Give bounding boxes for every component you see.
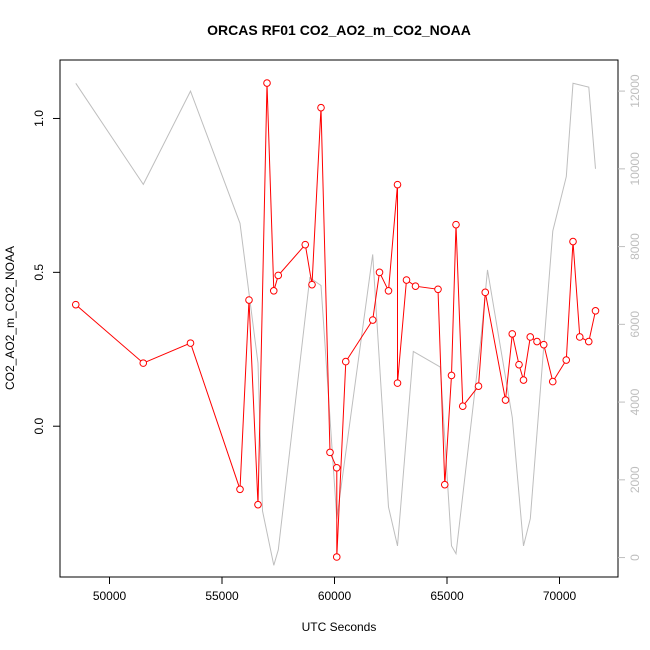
data-point	[341, 357, 350, 366]
data-point	[263, 79, 271, 87]
data-point	[269, 287, 278, 295]
data-point	[274, 271, 283, 280]
y2-tick-label: 10000	[628, 152, 642, 186]
data-point	[539, 340, 548, 349]
data-point	[375, 268, 384, 277]
plot-frame	[59, 59, 619, 578]
y2-tick-label: 12000	[628, 74, 642, 108]
x-tick-label: 50000	[93, 589, 127, 603]
x-axis: 50000 55000 60000 65000 70000	[93, 577, 577, 603]
data-point	[519, 376, 528, 384]
data-point	[245, 296, 253, 304]
data-point	[474, 382, 483, 391]
data-point	[402, 276, 411, 284]
data-point	[186, 339, 195, 347]
data-point	[548, 377, 557, 386]
data-point	[575, 333, 584, 341]
data-point	[508, 330, 517, 338]
data-point	[569, 237, 577, 246]
y2-tick-label: 4000	[628, 388, 642, 415]
y2-tick-label: 2000	[628, 466, 642, 493]
data-point	[236, 485, 244, 494]
data-point	[526, 333, 535, 341]
y-axis-label: CO2_AO2_m_CO2_NOAA	[3, 246, 17, 390]
primary-series-line	[75, 83, 596, 558]
data-point	[384, 287, 393, 295]
data-point	[393, 180, 402, 189]
data-point	[481, 288, 490, 297]
data-point	[326, 448, 334, 457]
x-tick-label: 60000	[318, 589, 352, 603]
data-point	[458, 402, 467, 411]
y-tick-label: 0.5	[32, 264, 46, 281]
y2-tick-label: 8000	[628, 233, 642, 260]
chart-title: ORCAS RF01 CO2_AO2_m_CO2_NOAA	[207, 22, 471, 38]
data-point	[317, 103, 325, 112]
x-axis-label: UTC Seconds	[302, 620, 377, 634]
data-point	[254, 500, 262, 509]
x-tick-label: 65000	[430, 589, 464, 603]
data-point	[447, 371, 456, 380]
series-layer	[71, 79, 600, 566]
y-tick-label: 1.0	[32, 110, 46, 127]
data-point	[591, 307, 600, 315]
data-point	[440, 480, 449, 489]
data-point	[301, 240, 310, 249]
y2-tick-label: 0	[628, 554, 642, 561]
secondary-series-line	[75, 82, 596, 566]
data-point	[584, 337, 593, 346]
data-point	[533, 337, 541, 346]
data-point	[501, 396, 510, 404]
data-point	[368, 316, 377, 324]
data-point	[393, 379, 402, 387]
data-point	[71, 300, 80, 309]
y-axis-left: 0.0 0.5 1.0	[32, 110, 60, 435]
data-point	[411, 282, 420, 290]
data-point	[332, 553, 341, 561]
data-point	[452, 220, 460, 229]
x-tick-label: 70000	[543, 589, 577, 603]
data-point	[308, 280, 316, 289]
data-point	[562, 356, 571, 364]
x-tick-label: 55000	[205, 589, 239, 603]
data-point	[515, 360, 523, 369]
data-point	[434, 285, 442, 294]
y-axis-right: 0 2000 4000 6000 8000 10000 12000	[618, 74, 642, 561]
data-point	[332, 463, 341, 472]
data-point	[139, 359, 148, 367]
y2-tick-label: 6000	[628, 311, 642, 338]
y-tick-label: 0.0	[32, 418, 46, 435]
